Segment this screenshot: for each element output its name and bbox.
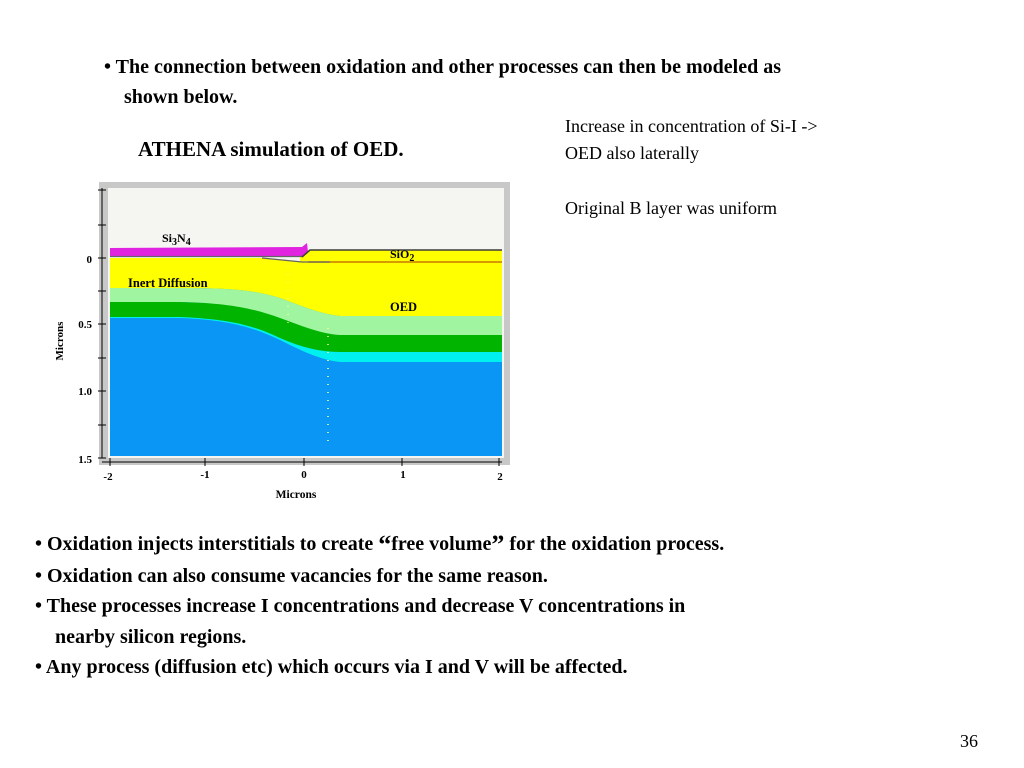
annotation-line-2: OED also laterally — [565, 143, 699, 163]
x-axis-label: Microns — [276, 489, 317, 501]
y-tick-label: 0 — [87, 254, 93, 266]
simulation-title: ATHENA simulation of OED. — [138, 137, 404, 161]
bullet-2: • Oxidation can also consume vacancies f… — [35, 564, 548, 587]
bullet-3-line-2: nearby silicon regions. — [55, 625, 247, 648]
y-axis-label: Microns — [54, 321, 66, 361]
intro-bullet-line-2: shown below. — [124, 86, 238, 108]
intro-bullet: • The connection between oxidation and o… — [104, 52, 984, 112]
light-green-band — [110, 288, 502, 335]
birds-beak-line — [261, 257, 330, 263]
y-tick-label: 0.5 — [78, 319, 92, 331]
x-tick-label: -2 — [103, 471, 113, 483]
bullet-4: • Any process (diffusion etc) which occu… — [35, 656, 628, 678]
bullet-3-line-1: • These processes increase I concentrati… — [35, 595, 686, 617]
y-tick-label: 1.0 — [78, 386, 92, 398]
bullet-1: • Oxidation injects interstitials to cre… — [35, 530, 725, 559]
x-axis: -2 -1 0 1 2 Microns — [102, 458, 503, 501]
y-axis: 0 0.5 1.0 1.5 Microns — [54, 188, 106, 466]
oed-label: OED — [390, 300, 417, 314]
intro-bullet-line-1: • The connection between oxidation and o… — [104, 56, 782, 78]
annotation-line-1: Increase in concentration of Si-I -> — [565, 116, 818, 136]
surface-oxide — [300, 250, 502, 264]
page-number: 36 — [960, 731, 978, 751]
x-tick-label: 2 — [497, 471, 503, 483]
nitride-layer — [110, 243, 308, 256]
sio2-label: SiO2 — [390, 247, 414, 264]
x-tick-label: 1 — [400, 469, 406, 481]
y-tick-label: 1.5 — [78, 454, 92, 466]
annotation-note: Increase in concentration of Si-I -> OED… — [565, 113, 985, 167]
x-tick-label: 0 — [301, 469, 307, 481]
conclusion-bullets: • Oxidation injects interstitials to cre… — [35, 529, 995, 683]
si3n4-label: Si3N4 — [162, 231, 191, 248]
oed-simulation-figure: Si3N4 SiO2 Inert Diffusion OED 0 0.5 1.0… — [54, 182, 510, 501]
oxide-region — [110, 258, 502, 316]
inert-diffusion-label: Inert Diffusion — [128, 276, 208, 290]
oxide-top-line — [301, 249, 502, 258]
annotation-line-3: Original B layer was uniform — [565, 198, 777, 218]
x-tick-label: -1 — [200, 469, 209, 481]
